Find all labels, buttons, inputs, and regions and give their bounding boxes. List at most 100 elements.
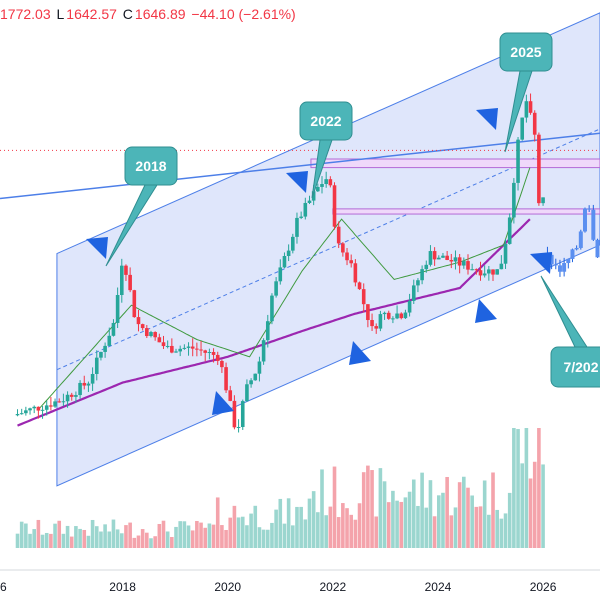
candle-body	[161, 342, 166, 347]
trend-arrow-7	[530, 252, 552, 274]
volume-bar	[111, 519, 116, 548]
volume-bar	[507, 492, 512, 548]
volume-bar	[78, 528, 82, 548]
volume-bar	[203, 527, 208, 548]
volume-bar	[145, 532, 149, 548]
projection-body	[553, 264, 558, 266]
candle-body	[320, 184, 324, 187]
volume-bar	[236, 517, 241, 548]
volume-bar	[124, 525, 128, 548]
volume-bar	[195, 520, 199, 548]
volume-bar	[69, 536, 74, 548]
volume-bar	[453, 507, 458, 548]
volume-bar	[328, 506, 333, 548]
candle-body	[512, 182, 516, 218]
volume-bar	[174, 526, 178, 548]
candle-body	[220, 360, 224, 368]
resistance-zone-2	[332, 208, 600, 215]
arrow-head	[86, 237, 108, 259]
price-change: −44.10 (−2.61%)	[191, 6, 296, 22]
volume-bar	[24, 523, 28, 548]
candle-body	[32, 406, 37, 409]
volume-bar	[528, 478, 533, 548]
candle-body	[482, 273, 487, 276]
volume-bar	[119, 533, 124, 548]
candle-body	[411, 285, 416, 301]
candle-body	[153, 332, 157, 338]
volume-bar	[424, 507, 429, 548]
volume-bar	[228, 517, 233, 548]
volume-bar	[532, 461, 537, 548]
candle-body	[249, 380, 253, 385]
candle-body	[270, 295, 274, 322]
moving-average-slow	[17, 218, 531, 427]
candle-body	[295, 217, 299, 237]
candle-body	[432, 251, 437, 260]
volume-bar	[491, 472, 495, 548]
volume-bar	[487, 514, 491, 548]
volume-bar	[49, 533, 53, 548]
candle-body	[253, 373, 258, 381]
candle-body	[128, 274, 132, 291]
candle-body	[178, 348, 182, 352]
volume-bar	[541, 464, 545, 548]
volume-bar	[240, 516, 245, 548]
volume-bar	[220, 525, 224, 548]
projection-body	[587, 208, 592, 210]
candle-body	[211, 352, 216, 355]
volume-bar	[65, 525, 70, 548]
volume-bar	[32, 529, 37, 548]
candle-body	[503, 243, 508, 264]
volume-bar	[261, 529, 266, 548]
volume-bar	[336, 517, 341, 548]
candle-body	[49, 405, 53, 407]
volume-bar	[324, 515, 328, 548]
candle-body	[449, 259, 454, 262]
candle-body	[378, 314, 383, 329]
candle-body	[457, 257, 462, 266]
volume-bar	[378, 468, 383, 548]
volume-bar	[403, 497, 408, 548]
arrow-head	[349, 341, 371, 365]
volume-bar	[478, 506, 483, 548]
candle-body	[86, 383, 91, 386]
arrow-head	[530, 252, 552, 274]
volume-bar	[353, 519, 358, 548]
volume-bar	[253, 505, 258, 548]
candle-body	[332, 185, 337, 227]
projection-body	[570, 249, 575, 259]
volume-bar	[199, 522, 203, 548]
candle-body	[445, 255, 449, 260]
volume-bar	[341, 503, 345, 548]
candle-body	[74, 395, 78, 397]
candle-body	[124, 265, 128, 275]
candle-body	[366, 304, 370, 321]
volume-bar	[345, 508, 349, 548]
volume-bar	[482, 480, 487, 548]
candle-body	[399, 313, 404, 319]
candle-body	[407, 300, 412, 313]
candle-body	[466, 261, 470, 270]
volume-bar	[190, 530, 195, 548]
low-value: 1642.57	[66, 6, 117, 22]
candle-body	[282, 256, 287, 268]
candle-body	[261, 340, 266, 362]
callout-box	[550, 346, 600, 388]
volume-bar	[520, 463, 525, 548]
trend-arrow-3	[476, 108, 498, 130]
candle-body	[478, 270, 483, 276]
volume-bar	[53, 523, 57, 548]
volume-bar	[382, 481, 387, 548]
candle-body	[424, 264, 429, 270]
callout-label-3: 2025	[510, 44, 541, 60]
candle-body	[182, 347, 187, 349]
open-value: 1772.03	[0, 6, 51, 22]
candle-body	[44, 405, 49, 410]
long-trendline	[0, 132, 600, 200]
candle-body	[462, 261, 466, 266]
x-tick-label: 2026	[530, 580, 557, 594]
candle-body	[391, 318, 395, 320]
candle-body	[491, 269, 495, 275]
